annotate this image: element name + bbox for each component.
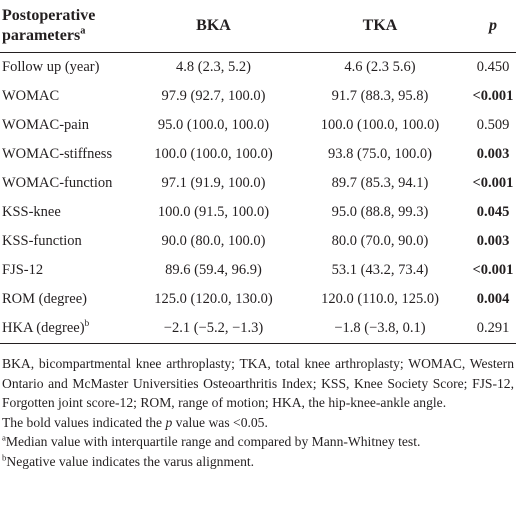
footnote-text: The bold values indicated the — [2, 414, 166, 430]
table-cell: 97.1 (91.9, 100.0) — [161, 175, 266, 191]
header-cell: Postoperative parametersa — [0, 0, 137, 53]
cell-text: WOMAC-pain — [2, 117, 89, 133]
table-cell: 0.509 — [476, 117, 510, 133]
table-cell: 100.0 (100.0, 100.0) — [154, 146, 273, 162]
table-cell: 0.450 — [476, 59, 510, 75]
table-cell: 100.0 (100.0, 100.0) — [320, 117, 440, 133]
footnote-marker: b — [84, 319, 90, 330]
header-cell: BKA — [137, 0, 290, 53]
table-cell: 93.8 (75.0, 100.0) — [328, 146, 432, 162]
cell-text: HKA (degree) — [2, 320, 85, 336]
table-cell: HKA (degree)b — [0, 314, 137, 344]
table-cell: <0.001 — [472, 175, 514, 191]
table-cell: 90.0 (80.0, 100.0) — [161, 233, 266, 249]
footnote: BKA, bicompartmental knee arthroplasty; … — [2, 356, 514, 411]
table-row: ROM (degree) 125.0 (120.0, 130.0) 120.0 (1… — [0, 285, 516, 314]
cell-text: WOMAC — [2, 88, 60, 104]
cell-text: Follow up (year) — [2, 59, 100, 75]
table-cell: WOMAC-stiffness — [0, 140, 137, 169]
table-cell: −1.8 (−3.8, 0.1) — [290, 314, 470, 344]
cell-text: ROM (degree) — [2, 291, 87, 307]
table-row: WOMAC-pain 95.0 (100.0, 100.0) 100.0 (100.… — [0, 111, 516, 140]
table-cell: 53.1 (43.2, 73.4) — [331, 262, 429, 278]
table-cell: 89.6 (59.4, 96.9) — [165, 262, 262, 278]
table-row: HKA (degree)b −2.1 (−5.2, −1.3) −1.8 (−3.8… — [0, 314, 516, 344]
table-row: FJS-12 89.6 (59.4, 96.9) 53.1 (43.2, 73.4)… — [0, 256, 516, 285]
footnote-text: Median value with interquartile range an… — [5, 434, 421, 450]
footnote-text: value was <0.05. — [172, 414, 268, 430]
cell-text: KSS-function — [2, 233, 82, 249]
table-cell: 89.7 (85.3, 94.1) — [331, 175, 429, 191]
table-row: KSS-knee 100.0 (91.5, 100.0) 95.0 (88.8, 9… — [0, 198, 516, 227]
table-row: WOMAC 97.9 (92.7, 100.0) 91.7 (88.3, 95.8)… — [0, 82, 516, 111]
cell-text: WOMAC-stiffness — [2, 146, 113, 162]
table-cell: 95.0 (88.8, 99.3) — [331, 204, 429, 220]
header-cell: TKA — [290, 0, 470, 53]
table-cell: 97.9 (92.7, 100.0) — [161, 88, 266, 104]
table-cell: 0.003 — [476, 146, 510, 162]
table-row: WOMAC-stiffness 100.0 (100.0, 100.0) 93.8 … — [0, 140, 516, 169]
footnote-marker: a — [2, 432, 6, 443]
table-cell: WOMAC-function — [0, 169, 137, 198]
table-cell: 0.291 — [470, 314, 516, 344]
table-cell: KSS-function — [0, 227, 137, 256]
table-cell: 100.0 (91.5, 100.0) — [157, 204, 270, 220]
header-text: Postoperative parameters — [2, 7, 96, 44]
table-cell: <0.001 — [472, 88, 514, 104]
table-cell: 125.0 (120.0, 130.0) — [154, 291, 273, 307]
header-text: p — [489, 17, 497, 34]
table-row: KSS-function 90.0 (80.0, 100.0) 80.0 (70.0… — [0, 227, 516, 256]
table-cell: 0.003 — [476, 233, 510, 249]
cell-text: WOMAC-function — [2, 175, 113, 191]
table-cell: <0.001 — [472, 262, 514, 278]
cell-text: KSS-knee — [2, 204, 61, 220]
table-cell: 80.0 (70.0, 90.0) — [331, 233, 429, 249]
header-row: Postoperative parametersa BKA TKA p — [0, 0, 516, 53]
table-cell: ROM (degree) — [0, 285, 137, 314]
table-cell: Follow up (year) — [0, 53, 137, 83]
table-cell: −2.1 (−5.2, −1.3) — [137, 314, 290, 344]
table-cell: WOMAC — [0, 82, 137, 111]
header-cell: p — [470, 0, 516, 53]
table-cell: 91.7 (88.3, 95.8) — [331, 88, 429, 104]
table-cell: 120.0 (110.0, 125.0) — [321, 291, 439, 307]
table-row: Follow up (year) 4.8 (2.3, 5.2) 4.6 (2.3 5… — [0, 53, 516, 83]
footnote-marker: b — [2, 452, 7, 463]
table-header: Postoperative parametersa BKA TKA p — [0, 0, 516, 53]
footnote-marker: a — [80, 25, 86, 37]
table-cell: KSS-knee — [0, 198, 137, 227]
table-cell: FJS-12 — [0, 256, 137, 285]
footnote: bNegative value indicates the varus alig… — [2, 452, 514, 472]
cell-text: FJS-12 — [2, 262, 44, 278]
footnote-text: Negative value indicates the varus align… — [6, 453, 255, 469]
table-cell: 95.0 (100.0, 100.0) — [157, 117, 270, 133]
table-cell: 4.6 (2.3 5.6) — [344, 59, 416, 75]
table-row: WOMAC-function 97.1 (91.9, 100.0) 89.7 (85… — [0, 169, 516, 198]
results-table: Postoperative parametersa BKA TKA p Foll… — [0, 0, 516, 344]
table-cell: 4.8 (2.3, 5.2) — [176, 59, 251, 75]
table-cell: 0.004 — [476, 291, 510, 307]
footnote: aMedian value with interquartile range a… — [2, 432, 514, 452]
table-body: Follow up (year) 4.8 (2.3, 5.2) 4.6 (2.3 5… — [0, 53, 516, 344]
table-cell: WOMAC-pain — [0, 111, 137, 140]
footnote-text: p — [165, 414, 173, 430]
table-cell: 0.045 — [476, 204, 510, 220]
footnotes: BKA, bicompartmental knee arthroplasty; … — [0, 344, 516, 472]
footnote: The bold values indicated the p value wa… — [2, 413, 514, 433]
